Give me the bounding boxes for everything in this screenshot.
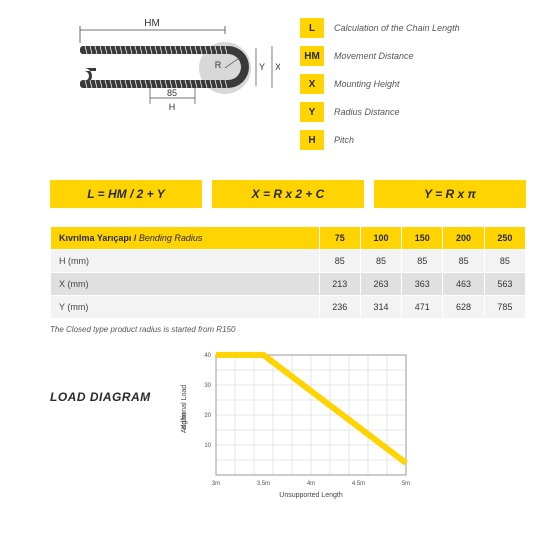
legend-symbol: H [300,130,324,150]
table-header-row: Kıvrılma Yarıçapı / Bending Radius751001… [51,227,526,250]
svg-text:X: X [275,62,280,72]
cell: 471 [402,296,443,319]
svg-text:30: 30 [204,383,211,389]
legend-row: L Calculation of the Chain Length [300,18,526,38]
cell: 463 [443,273,484,296]
svg-text:10: 10 [204,443,211,449]
cell: 363 [402,273,443,296]
cell: 263 [360,273,401,296]
legend-symbol: L [300,18,324,38]
table-row: H (mm)8585858585 [51,250,526,273]
svg-text:R: R [215,60,222,70]
load-diagram-chart: 40 30 20 10 3m 3.5m 4m 4.5m 5m Unsupported Length… [171,350,421,513]
formula-row: L = HM / 2 + Y X = R x 2 + C Y = R x π [50,180,526,208]
svg-text:4m: 4m [307,481,315,487]
cell: 236 [319,296,360,319]
table-note: The Closed type product radius is starte… [50,325,526,334]
legend-row: HM Movement Distance [300,46,526,66]
table-header-left: Kıvrılma Yarıçapı / Bending Radius [51,227,320,250]
cell: 785 [484,296,525,319]
svg-text:40: 40 [204,353,211,359]
legend-text: Calculation of the Chain Length [334,23,460,33]
legend-text: Radius Distance [334,107,400,117]
svg-text:20: 20 [204,413,211,419]
table-row: X (mm)213263363463563 [51,273,526,296]
table-header-col: 150 [402,227,443,250]
cell: 85 [402,250,443,273]
svg-text:3.5m: 3.5m [257,481,270,487]
cell: 628 [443,296,484,319]
legend-symbol: X [300,74,324,94]
legend-row: Y Radius Distance [300,102,526,122]
svg-text:Y: Y [259,62,265,72]
table-header-col: 100 [360,227,401,250]
row-label: X (mm) [51,273,320,296]
cell: 85 [319,250,360,273]
svg-text:4.5m: 4.5m [352,481,365,487]
cell: 213 [319,273,360,296]
legend-symbol: HM [300,46,324,66]
cell: 314 [360,296,401,319]
svg-text:HM: HM [144,18,160,29]
legend-row: X Mounting Height [300,74,526,94]
bending-radius-table: Kıvrılma Yarıçapı / Bending Radius751001… [50,226,526,319]
formula-box: X = R x 2 + C [212,180,364,208]
row-label: Y (mm) [51,296,320,319]
legend-text: Movement Distance [334,51,414,61]
formula-box: Y = R x π [374,180,526,208]
svg-text:5m: 5m [402,481,410,487]
table-header-col: 75 [319,227,360,250]
svg-text:85: 85 [167,88,177,98]
svg-text:H: H [169,102,176,112]
svg-text:Unsupported Length: Unsupported Length [279,492,343,499]
cell: 85 [443,250,484,273]
table-header-col: 250 [484,227,525,250]
legend-row: H Pitch [300,130,526,150]
cell: 563 [484,273,525,296]
legend: L Calculation of the Chain Length HM Moveme… [300,18,526,158]
load-diagram-title: LOAD DIAGRAM [50,390,151,404]
table-row: Y (mm)236314471628785 [51,296,526,319]
legend-symbol: Y [300,102,324,122]
table-header-col: 200 [443,227,484,250]
cell: 85 [484,250,525,273]
svg-text:3m: 3m [212,481,220,487]
row-label: H (mm) [51,250,320,273]
svg-text:Kg/m: Kg/m [181,413,188,430]
formula-box: L = HM / 2 + Y [50,180,202,208]
legend-text: Mounting Height [334,79,400,89]
cell: 85 [360,250,401,273]
legend-text: Pitch [334,135,354,145]
chain-diagram: HM R YX 85 H [50,18,280,113]
